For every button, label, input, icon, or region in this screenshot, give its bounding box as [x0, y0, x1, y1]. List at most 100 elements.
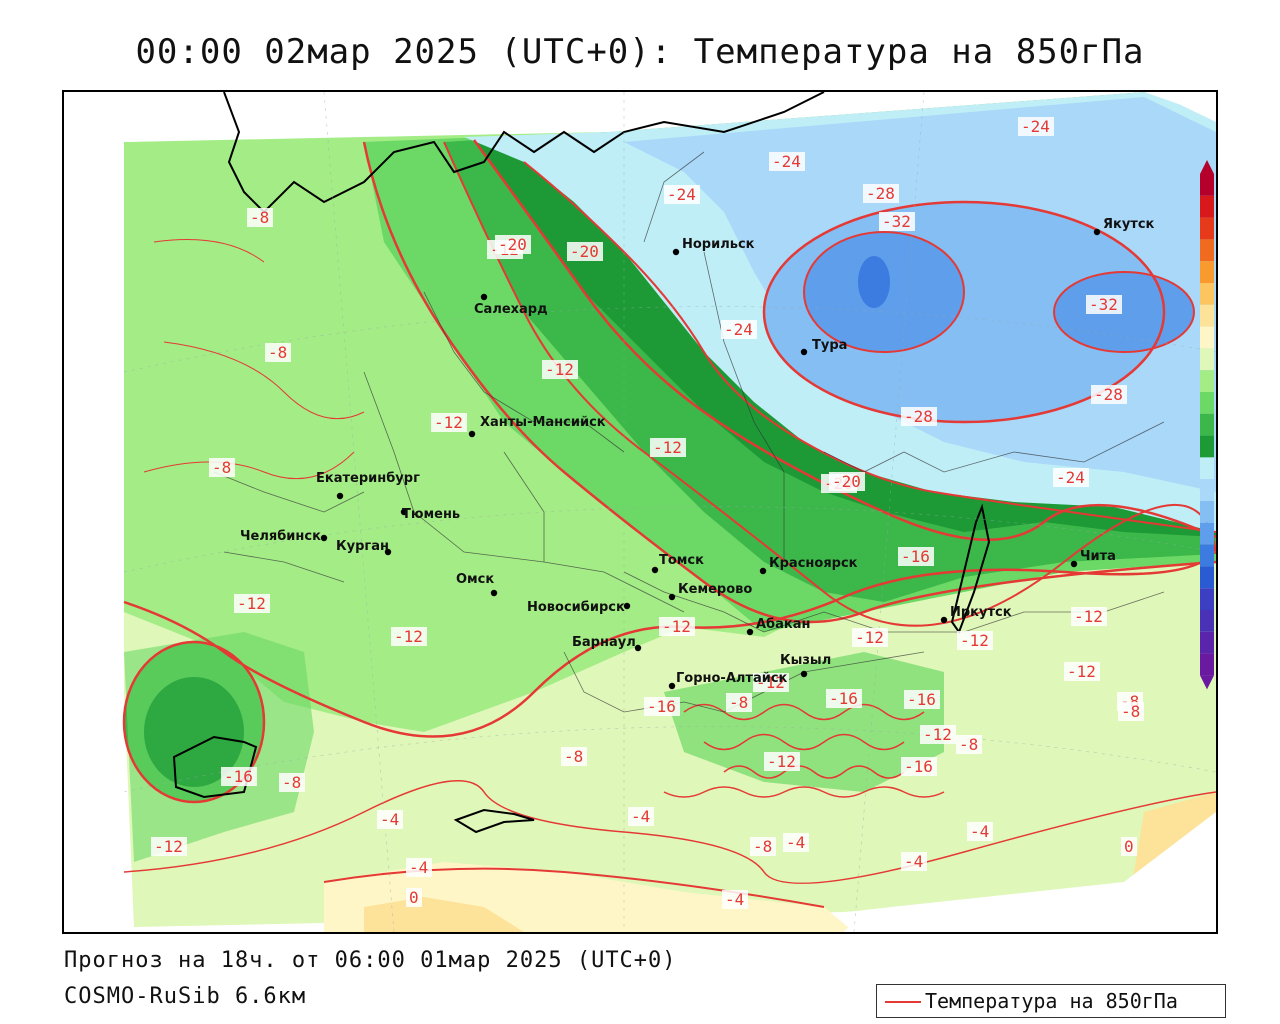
temperature-map: 2824201612840-4-8-12-16-20-24-28-32-36-4…	[64, 92, 1216, 932]
color-scale-arrow-top	[1200, 160, 1214, 174]
city-dot	[1093, 228, 1101, 236]
isotherm-label: -12	[1074, 607, 1103, 626]
isotherm-label-bg	[863, 184, 899, 203]
isotherm-label-bg	[221, 767, 257, 786]
isotherm-label: -28	[866, 184, 895, 203]
city-dot	[759, 567, 767, 575]
isotherm-label: 0	[1124, 837, 1134, 856]
graticule	[123, 92, 1216, 932]
zone-plus4	[364, 897, 524, 932]
zone-altai	[664, 652, 944, 792]
color-scale-swatch	[1200, 239, 1214, 262]
city-dot	[651, 566, 659, 574]
isotherm-label: -12	[1067, 662, 1096, 681]
border-2	[363, 371, 685, 613]
city-dot	[1070, 560, 1078, 568]
isotherm-label-bg	[1071, 607, 1107, 626]
city-label: Омск	[456, 572, 494, 587]
isotherm-label-bg	[406, 858, 432, 877]
isotherm-label: -8	[250, 208, 269, 227]
isotherm-mountains	[663, 703, 945, 798]
model-info: COSMO-RuSib 6.6км	[64, 984, 307, 1009]
isotherm-label-bg	[234, 594, 270, 613]
isotherm-label: -12	[154, 837, 183, 856]
isotherm-label: -4	[380, 810, 399, 829]
isotherm-label-bg	[764, 752, 800, 771]
isotherm-label: -20	[832, 472, 861, 491]
isotherm-minus4	[123, 780, 1216, 884]
isotherm-label: -12	[960, 631, 989, 650]
isotherm-label-bg	[628, 807, 654, 826]
isotherm-label: -12	[756, 673, 785, 692]
isotherm-label: -16	[904, 757, 933, 776]
border-6	[623, 571, 1165, 633]
city-dot	[490, 589, 498, 597]
city-label: Барнаул	[572, 635, 636, 650]
isotherm-label: -32	[882, 212, 911, 231]
mask-top	[124, 92, 1216, 142]
isotherm-label: -12	[237, 594, 266, 613]
color-scale-swatch	[1200, 610, 1214, 632]
isotherm-label: 0	[409, 888, 419, 907]
isotherm-label-bg	[722, 890, 748, 909]
isotherm-label-bg	[1118, 702, 1144, 721]
map-panel: 2824201612840-4-8-12-16-20-24-28-32-36-4…	[62, 90, 1218, 934]
color-scale-swatch	[1200, 544, 1214, 567]
city-label: Новосибирск	[527, 600, 625, 615]
isotherm-label: -8	[753, 837, 772, 856]
color-scale-swatch	[1200, 653, 1214, 676]
isotherm-label: -12	[662, 617, 691, 636]
isotherm-label-bg	[852, 628, 888, 647]
isotherm-label-bg	[406, 888, 422, 907]
border-8	[213, 151, 705, 583]
isotherm-label-bg	[561, 747, 587, 766]
color-scale-swatch	[1200, 435, 1214, 458]
city-dot	[400, 508, 408, 516]
isotherm-label: -16	[907, 690, 936, 709]
color-scale-swatch	[1200, 631, 1214, 654]
isotherm-label: -12	[923, 725, 952, 744]
city-label: Екатеринбург	[316, 471, 420, 486]
isotherm-label-bg	[1018, 117, 1054, 136]
color-scale-swatch	[1200, 370, 1214, 392]
mask-top-right	[1154, 92, 1216, 122]
isotherm-label-bg	[650, 438, 686, 457]
isotherm-label-bg	[1053, 468, 1089, 487]
isotherm-label-bg	[769, 152, 805, 171]
isotherm-minus8	[123, 546, 1216, 738]
isotherm-minus24	[523, 161, 1216, 533]
color-scale-swatch	[1200, 457, 1214, 480]
isotherm-label: -4	[970, 822, 989, 841]
legend-line-swatch	[885, 1001, 921, 1003]
color-scale-swatch	[1200, 588, 1214, 610]
city-label: Горно-Алтайск	[676, 671, 788, 686]
isotherm-label-bg	[542, 360, 578, 379]
isotherm-minus16	[443, 141, 1216, 627]
isotherm-label-bg	[920, 725, 956, 744]
city-label: Тура	[812, 338, 847, 353]
isotherm-label-bg	[956, 735, 982, 754]
city-dot	[800, 670, 808, 678]
isotherm-label-bg	[1086, 295, 1122, 314]
isotherm-label-bg	[431, 413, 467, 432]
isotherm-label-bg	[721, 320, 757, 339]
isotherm-minus36-east	[1053, 271, 1195, 353]
map-title: 00:00 02мар 2025 (UTC+0): Температура на…	[135, 32, 1145, 72]
color-scale-swatch	[1200, 174, 1214, 196]
isotherm-label: -4	[904, 852, 923, 871]
city-label: Абакан	[756, 617, 811, 632]
color-scale-swatch	[1200, 479, 1214, 501]
isotherm-label: -8	[564, 747, 583, 766]
isotherm-label-bg	[151, 837, 187, 856]
isotherm-label-bg	[209, 458, 235, 477]
isotherm-label-bg	[783, 833, 809, 852]
isotherm-label-bg	[644, 697, 680, 716]
mask-left	[64, 92, 124, 932]
isotherm-label: -24	[724, 320, 753, 339]
city-label: Иркутск	[950, 605, 1012, 620]
isotherm-label: -12	[434, 413, 463, 432]
city-label: Тюмень	[402, 507, 460, 522]
border-1	[423, 291, 625, 453]
color-scale-swatch	[1200, 195, 1214, 218]
city-dot	[384, 548, 392, 556]
